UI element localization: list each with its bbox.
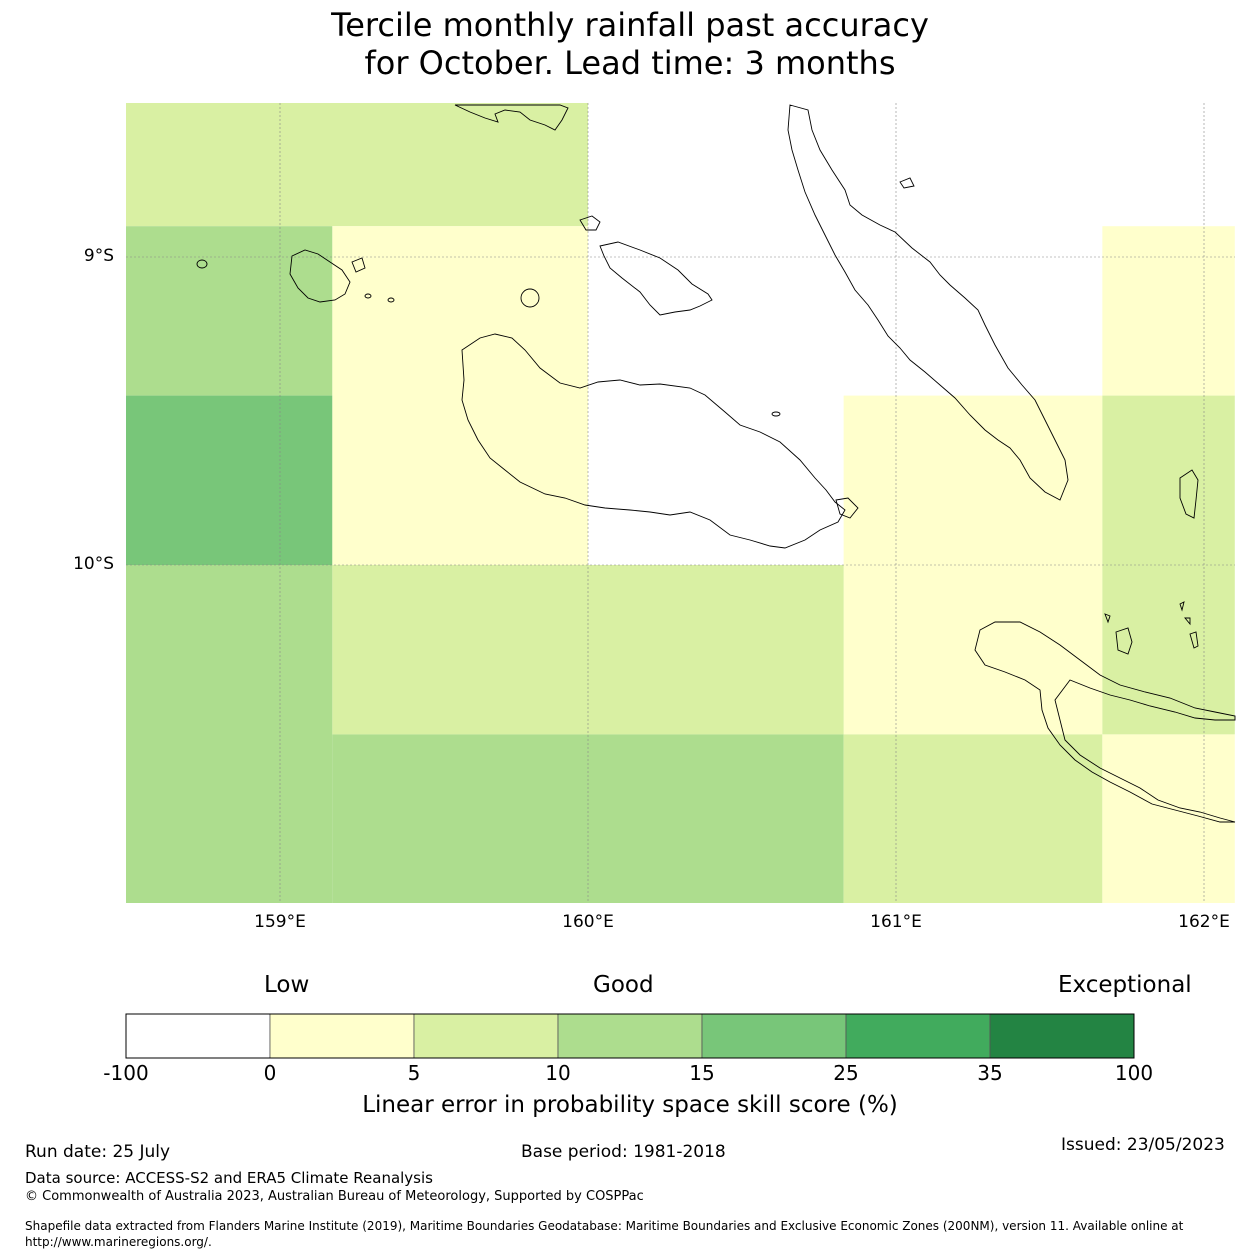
- colorbar-swatch-1: [269, 1013, 415, 1059]
- colorbar-swatch-6: [989, 1013, 1135, 1059]
- island-savo: [520, 288, 540, 308]
- skill-cell-2: [126, 395, 333, 565]
- title-line-1: Tercile monthly rainfall past accuracy: [331, 6, 929, 44]
- run-date: Run date: 25 July: [25, 1142, 171, 1162]
- colorbar-tick-2: 5: [407, 1061, 421, 1085]
- skill-cell-5: [843, 103, 1103, 396]
- coastlines: [196, 104, 1236, 823]
- skill-cell-6: [1102, 103, 1235, 227]
- island-nggela: [599, 241, 713, 316]
- island-small-4: [387, 297, 395, 303]
- colorbar-swatch-3: [557, 1013, 703, 1059]
- colorbar-swatch-2: [413, 1013, 559, 1059]
- island-russell: [289, 249, 351, 303]
- colorbar-swatch-5: [845, 1013, 991, 1059]
- map-title: Tercile monthly rainfall past accuracy f…: [0, 6, 1260, 82]
- skill-cell-10: [126, 565, 333, 903]
- lat-label-9s: 9°S: [83, 246, 114, 266]
- island-makira: [974, 621, 1236, 823]
- skill-cell-7: [1102, 226, 1235, 396]
- base-period: Base period: 1981-2018: [521, 1142, 726, 1162]
- lon-label-159e: 159°E: [254, 912, 306, 932]
- skill-cell-11: [332, 565, 844, 735]
- copyright: © Commonwealth of Australia 2023, Austra…: [25, 1189, 644, 1204]
- lon-label-161e: 161°E: [870, 912, 922, 932]
- skill-cell-4: [588, 103, 844, 565]
- colorbar: [125, 1013, 1135, 1059]
- skill-cell-3: [332, 226, 588, 565]
- title-line-2: for October. Lead time: 3 months: [364, 44, 896, 82]
- skill-cell-9: [1102, 395, 1235, 735]
- island-small-1: [579, 215, 601, 231]
- colorbar-outline: [125, 1013, 1135, 1059]
- island-small-6: [771, 411, 781, 417]
- island-malaita: [787, 104, 1069, 501]
- skill-grid: [126, 103, 1235, 903]
- colorbar-swatch-0: [125, 1013, 271, 1059]
- island-east-1: [835, 497, 859, 519]
- colorbar-tick-3: 10: [545, 1061, 571, 1085]
- island-small-2: [351, 257, 366, 273]
- colorbar-label: Linear error in probability space skill …: [362, 1092, 898, 1118]
- shapefile-credit-line-1: Shapefile data extracted from Flanders M…: [25, 1219, 1184, 1233]
- island-east-6: [1179, 601, 1185, 612]
- lat-label-10s: 10°S: [73, 554, 114, 574]
- colorbar-tick-1: 0: [263, 1061, 277, 1085]
- shapefile-credit-line-2: http://www.marineregions.org/.: [25, 1235, 212, 1249]
- island-east-3: [899, 177, 915, 189]
- island-east-8: [1189, 631, 1199, 649]
- island-isabel-tip: [454, 104, 569, 131]
- island-east-7: [1184, 617, 1191, 626]
- island-east-4: [1115, 627, 1133, 655]
- colorbar-tick-5: 25: [833, 1061, 859, 1085]
- colorbar-tick-4: 15: [689, 1061, 715, 1085]
- skill-cell-0: [126, 103, 588, 227]
- colorbar-tick-0: -100: [103, 1061, 149, 1085]
- colorbar-tick-7: 100: [1114, 1061, 1154, 1085]
- colorbar-heading-good: Good: [593, 972, 654, 998]
- island-small-5: [364, 293, 372, 299]
- data-source: Data source: ACCESS-S2 and ERA5 Climate …: [25, 1169, 433, 1187]
- island-small-3: [196, 259, 208, 269]
- skill-cell-1: [126, 226, 333, 396]
- colorbar-heading-low: Low: [264, 972, 310, 998]
- colorbar-heading-exceptional: Exceptional: [1058, 972, 1192, 998]
- colorbar-swatch-4: [701, 1013, 847, 1059]
- island-guadalcanal: [461, 333, 846, 549]
- issued-date: Issued: 23/05/2023: [1061, 1135, 1225, 1155]
- skill-cell-14: [1102, 734, 1235, 903]
- island-east-5: [1104, 613, 1111, 624]
- lon-label-162e: 162°E: [1178, 912, 1230, 932]
- island-east-2: [1179, 469, 1199, 519]
- skill-cell-13: [843, 734, 1103, 903]
- graticule: [126, 103, 1235, 903]
- colorbar-tick-6: 35: [977, 1061, 1003, 1085]
- skill-cell-12: [332, 734, 844, 903]
- lon-label-160e: 160°E: [562, 912, 614, 932]
